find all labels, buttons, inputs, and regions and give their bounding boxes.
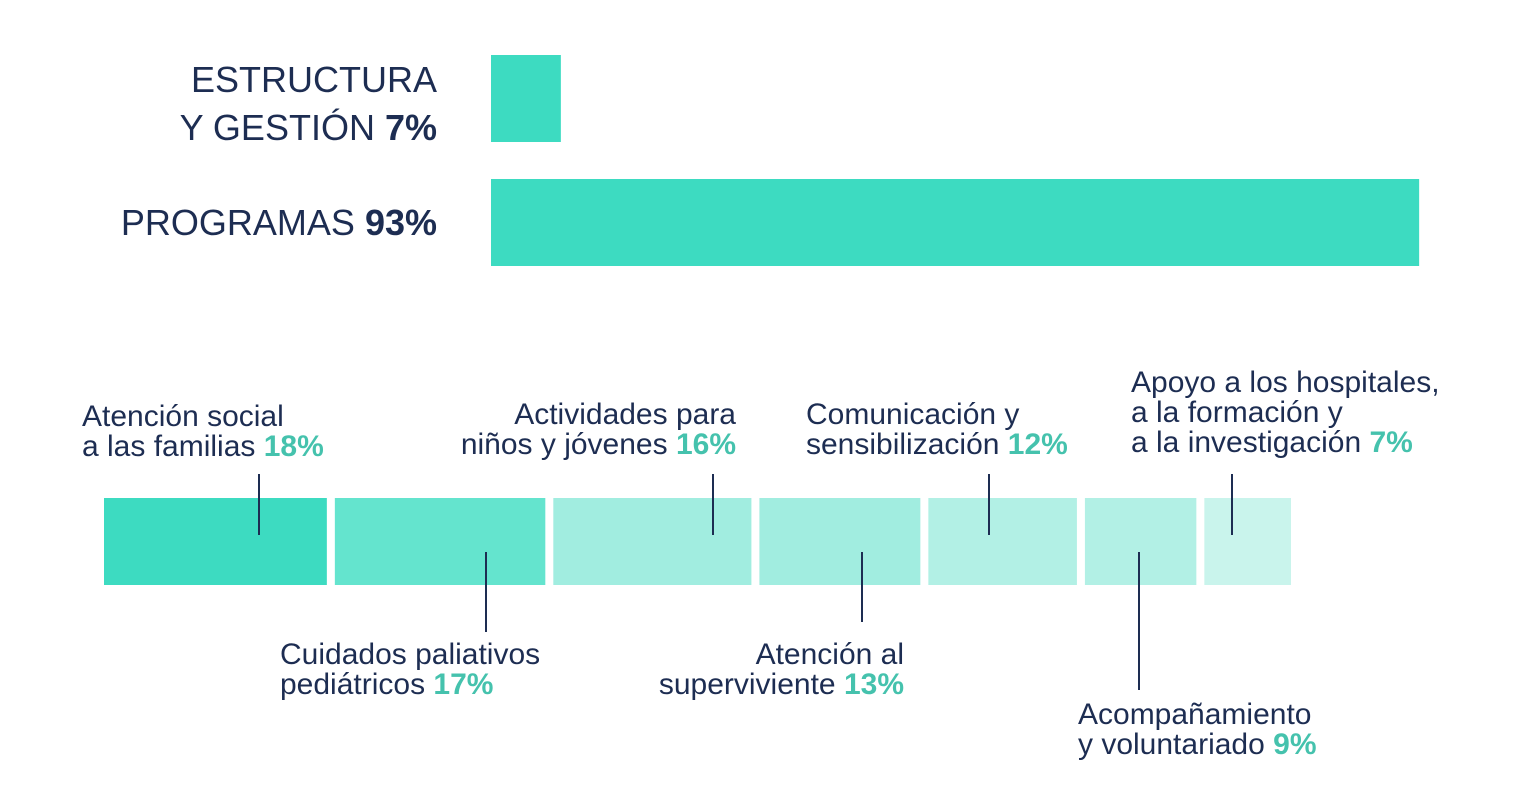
bar-1 — [491, 179, 1420, 266]
segment-label-1-line-1: pediátricos 17% — [280, 668, 493, 701]
bar-0 — [491, 55, 561, 142]
segment-label-6-line-0: Apoyo a los hospitales, — [1131, 366, 1440, 399]
segment-label-3-line-0: Atención al — [756, 638, 904, 671]
segment-percent-4: 12% — [999, 428, 1067, 461]
segment-label-5-line-0: Acompañamiento — [1078, 698, 1311, 731]
segment-0 — [104, 498, 327, 585]
segment-6 — [1204, 498, 1291, 585]
segment-label-0-line-1: a las familias 18% — [82, 430, 324, 463]
segment-label-6-line-2: a la investigación 7% — [1131, 426, 1413, 459]
bar-label-1-line-0: PROGRAMAS 93% — [121, 202, 437, 243]
segment-label-4-line-0: Comunicación y — [806, 398, 1019, 431]
segment-percent-1: 17% — [425, 668, 493, 701]
segment-3 — [759, 498, 921, 585]
segment-percent-0: 18% — [255, 430, 323, 463]
segment-4 — [928, 498, 1077, 585]
bar-percent-0: 7% — [375, 107, 437, 148]
segment-percent-2: 16% — [668, 428, 736, 461]
segment-1 — [334, 498, 546, 585]
segment-5 — [1084, 498, 1197, 585]
segment-percent-3: 13% — [836, 668, 904, 701]
bar-label-0-line-0: ESTRUCTURA — [191, 59, 437, 100]
bar-percent-1: 93% — [355, 202, 437, 243]
bar-label-0-line-1: Y GESTIÓN 7% — [180, 107, 437, 148]
segment-label-3-line-1: superviviente 13% — [659, 668, 904, 701]
overall-split-chart: ESTRUCTURA Y GESTIÓN 7% PROGRAMAS 93% — [121, 55, 1420, 266]
segment-percent-6: 7% — [1361, 426, 1413, 459]
segment-label-4-line-1: sensibilización 12% — [806, 428, 1068, 461]
segment-label-2-line-0: Actividades para — [514, 398, 736, 431]
segment-label-0-line-0: Atención social — [82, 400, 284, 433]
segment-2 — [553, 498, 752, 585]
segment-label-2-line-1: niños y jóvenes 16% — [461, 428, 736, 461]
segment-percent-5: 9% — [1265, 728, 1317, 761]
segment-label-1-line-0: Cuidados paliativos — [280, 638, 540, 671]
segment-label-6-line-1: a la formación y — [1131, 396, 1343, 429]
segment-label-5-line-1: y voluntariado 9% — [1078, 728, 1317, 761]
